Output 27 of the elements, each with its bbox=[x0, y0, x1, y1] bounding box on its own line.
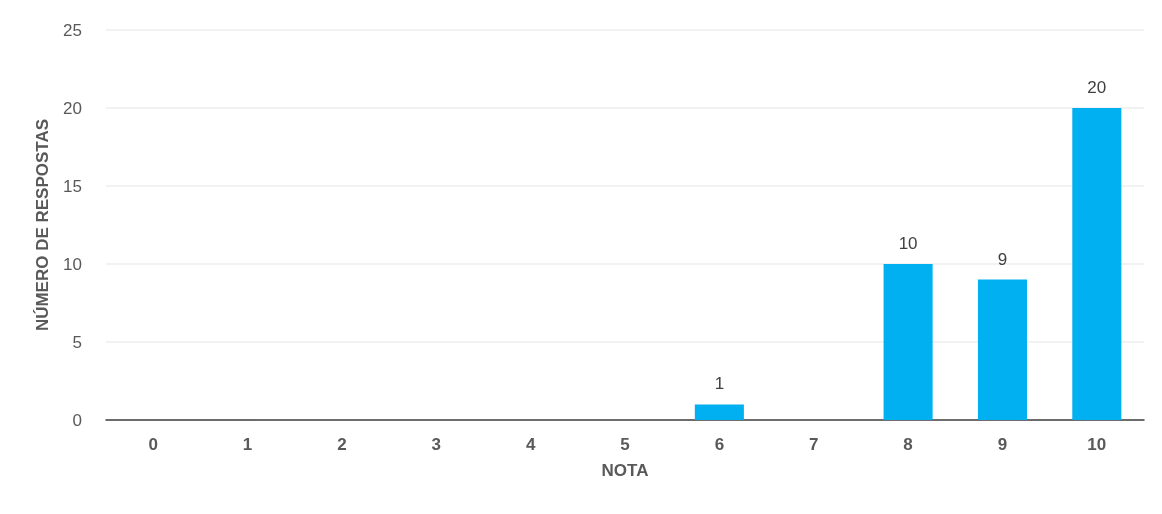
x-axis-title: NOTA bbox=[601, 461, 649, 480]
x-tick-label: 6 bbox=[714, 435, 725, 454]
x-tick-label: 10 bbox=[1087, 435, 1107, 454]
y-tick-label: 20 bbox=[63, 98, 82, 118]
x-tick-label: 5 bbox=[620, 435, 630, 454]
x-tick-label: 4 bbox=[525, 435, 536, 454]
x-tick-label: 0 bbox=[148, 435, 158, 454]
data-label: 20 bbox=[1087, 78, 1107, 97]
data-label: 9 bbox=[997, 249, 1008, 269]
x-tick-label: 1 bbox=[242, 435, 253, 454]
bar bbox=[694, 404, 744, 420]
bar bbox=[977, 279, 1027, 420]
data-label: 1 bbox=[714, 374, 725, 394]
y-tick-label: 5 bbox=[72, 332, 82, 352]
x-tick-label: 7 bbox=[808, 435, 819, 454]
bar bbox=[1072, 108, 1122, 420]
x-tick-label: 8 bbox=[903, 435, 913, 454]
x-tick-label: 2 bbox=[337, 435, 347, 454]
x-tick-label: 9 bbox=[997, 435, 1008, 454]
y-tick-label: 10 bbox=[63, 254, 82, 274]
y-tick-label: 0 bbox=[72, 410, 82, 430]
x-tick-label: 3 bbox=[431, 435, 442, 454]
data-label: 10 bbox=[898, 234, 918, 253]
y-tick-label: 25 bbox=[63, 20, 82, 40]
y-axis-title: NÚMERO DE RESPOSTAS bbox=[33, 118, 52, 332]
y-tick-label: 15 bbox=[63, 176, 82, 196]
bar bbox=[883, 264, 933, 420]
